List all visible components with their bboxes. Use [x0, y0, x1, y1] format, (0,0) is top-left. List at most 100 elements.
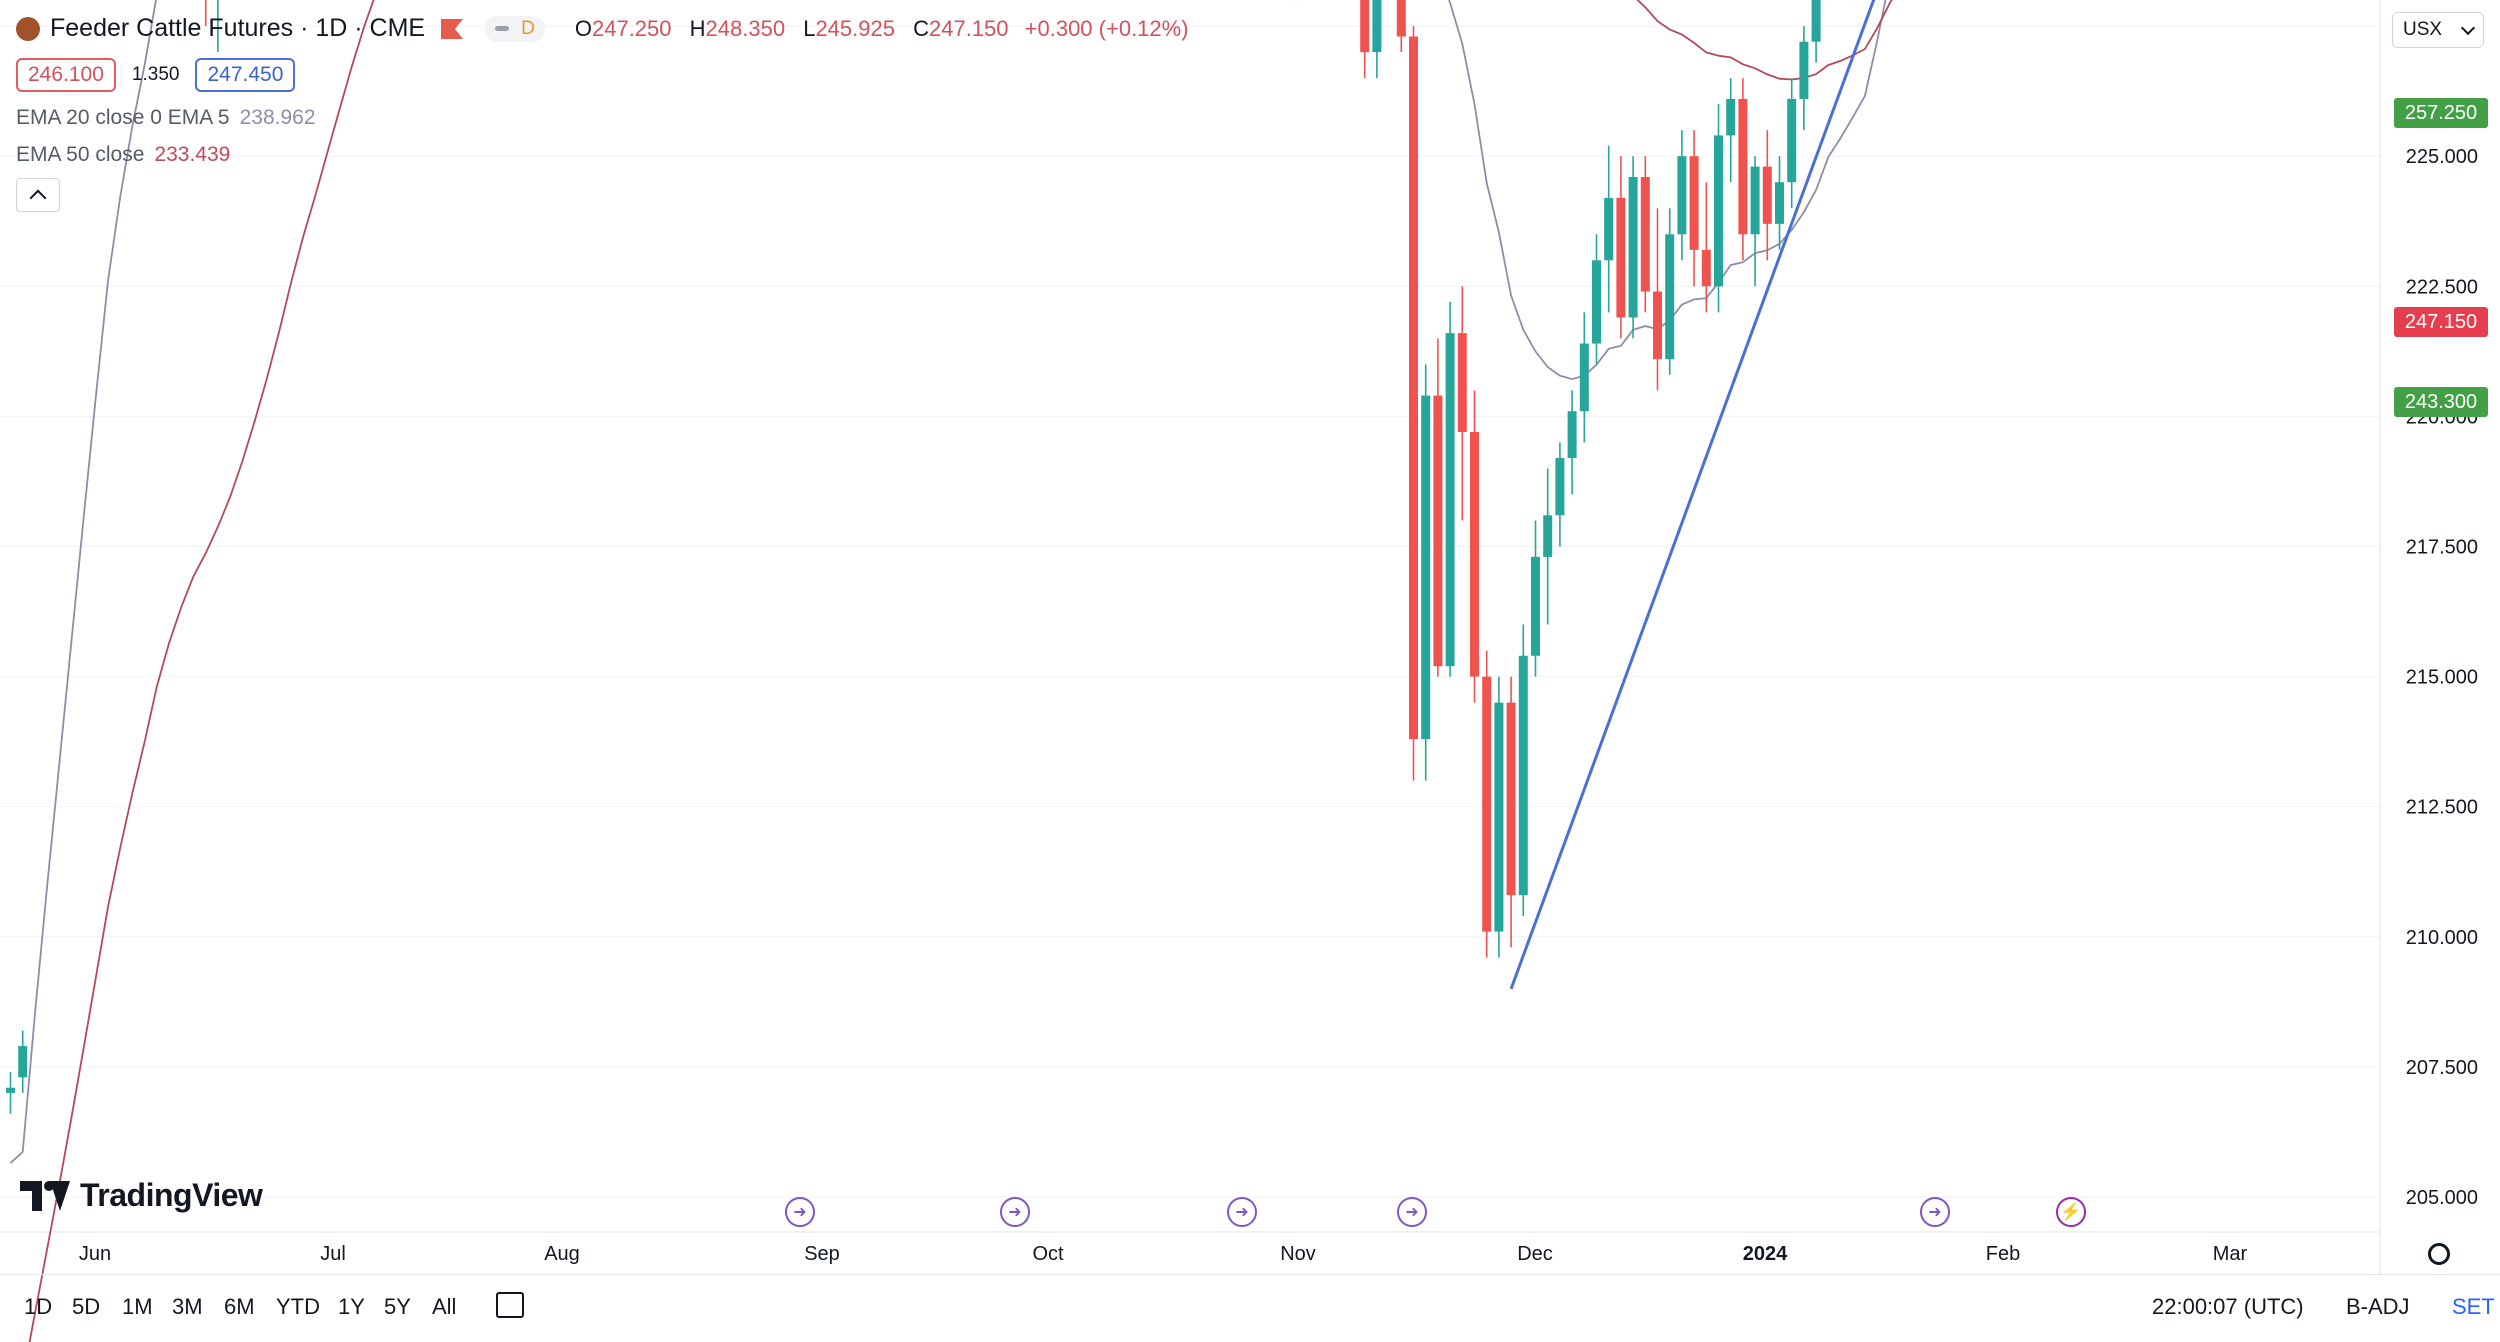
ema50-value: 233.439: [154, 143, 231, 166]
y-tick-label: 222.500: [2406, 276, 2478, 298]
interval-label: D: [521, 17, 535, 39]
x-tick-label: Nov: [1280, 1243, 1316, 1265]
x-tick-label: Oct: [1032, 1243, 1064, 1265]
event-marker-icon[interactable]: ➜: [1000, 1197, 1030, 1227]
y-tick-label: 210.000: [2406, 927, 2478, 949]
candle-body: [1726, 98, 1736, 136]
ema50-line: [28, 0, 1893, 1342]
collapse-legend-button[interactable]: [16, 178, 60, 212]
x-tick-label: Sep: [804, 1243, 840, 1265]
ema20-line: [9, 0, 1887, 1164]
ema20-value: 238.962: [239, 106, 316, 129]
currency-select[interactable]: USX: [2392, 12, 2484, 48]
y-tick-label: 205.000: [2406, 1187, 2478, 1209]
candle-body: [1701, 249, 1711, 287]
utc-clock[interactable]: 22:00:07 (UTC): [2152, 1294, 2304, 1319]
x-tick-label: 2024: [1742, 1243, 1788, 1265]
x-tick-label: Mar: [2212, 1243, 2248, 1265]
candle-body: [1543, 515, 1553, 557]
x-tick-label: Aug: [544, 1243, 580, 1265]
candle-body: [1592, 260, 1601, 344]
candle-body: [1482, 676, 1492, 932]
candle-body: [1531, 556, 1540, 656]
candle-body: [1665, 234, 1675, 360]
axis-settings-icon[interactable]: [2428, 1243, 2450, 1265]
symbol-legend: Feeder Cattle Futures · 1D · CME D O247.…: [16, 14, 1189, 43]
low-label: L: [803, 15, 816, 41]
adjustment-toggle[interactable]: B-ADJ: [2346, 1294, 2410, 1319]
bid-ask-row: 246.100 1.350 247.450: [16, 58, 296, 92]
ema50-label: EMA 50 close: [16, 143, 145, 166]
y-tick-label: 217.500: [2406, 537, 2478, 559]
timeframe-button[interactable]: 6M: [224, 1294, 255, 1319]
last-price-label: 247.150: [2394, 307, 2488, 337]
timeframe-button[interactable]: YTD: [276, 1294, 320, 1319]
candle-body: [1494, 702, 1504, 932]
candle-body: [1396, 0, 1406, 37]
candle-body: [1811, 0, 1821, 42]
currency-label: USX: [2403, 19, 2443, 40]
candle-body: [1421, 395, 1431, 740]
timeframe-button[interactable]: 3M: [172, 1294, 203, 1319]
bid-button[interactable]: 246.100: [16, 58, 116, 92]
minus-icon: [495, 26, 510, 31]
timeframe-button[interactable]: 1D: [24, 1294, 53, 1319]
ema50-legend[interactable]: EMA 50 close 233.439: [16, 143, 230, 167]
tradingview-logo[interactable]: TradingView: [20, 1177, 263, 1214]
candle-body: [1579, 343, 1589, 412]
candle-body: [1409, 36, 1418, 740]
candle-body: [1457, 333, 1467, 433]
low-value: 245.925: [815, 15, 895, 41]
tradingview-mark-icon: [20, 1180, 70, 1211]
event-marker-icon[interactable]: ➜: [785, 1197, 815, 1227]
candle-body: [18, 1046, 28, 1078]
candle-body: [1567, 411, 1577, 459]
timeframe-button[interactable]: 1M: [122, 1294, 153, 1319]
candle-body: [1738, 98, 1748, 235]
x-tick-label: Feb: [1985, 1243, 2021, 1265]
high-value: 248.350: [705, 15, 786, 41]
candle-body: [1677, 156, 1687, 235]
candle-body: [1799, 41, 1809, 99]
timeframe-button[interactable]: 1Y: [338, 1294, 365, 1319]
open-value: 247.250: [591, 15, 672, 41]
event-marker-icon[interactable]: ➜: [1920, 1197, 1950, 1227]
candle-body: [1470, 432, 1479, 677]
event-marker-icon[interactable]: ➜: [1397, 1197, 1427, 1227]
event-marker-icon[interactable]: ➜: [1227, 1197, 1257, 1227]
candle-body: [1787, 98, 1797, 183]
candle-body: [1506, 702, 1516, 896]
toolbar-divider: [0, 1274, 2500, 1275]
open-label: O: [574, 15, 592, 41]
flag-icon: [441, 18, 464, 39]
goto-date-icon[interactable]: [496, 1292, 524, 1318]
ohlc-values: O247.250 H248.350 L245.925 C247.150 +0.3…: [563, 16, 1189, 42]
candle-body: [1360, 0, 1370, 53]
y-tick-label: 225.000: [2406, 146, 2478, 168]
candle-body: [1775, 182, 1784, 224]
symbol-title[interactable]: Feeder Cattle Futures · 1D · CME: [50, 14, 426, 42]
candle-body: [1604, 197, 1614, 261]
ema20-label: EMA 20 close 0 EMA 5: [16, 106, 230, 129]
timeframe-button[interactable]: 5Y: [384, 1294, 411, 1319]
settlement-toggle[interactable]: SET: [2452, 1294, 2495, 1319]
ask-button[interactable]: 247.450: [195, 58, 296, 92]
candle-body: [1518, 655, 1528, 896]
timeframe-button[interactable]: 5D: [72, 1294, 101, 1319]
x-tick-label: Jul: [320, 1243, 346, 1265]
candle-body: [1762, 166, 1772, 224]
candle-body: [1616, 197, 1626, 318]
timeframe-button[interactable]: All: [432, 1294, 457, 1319]
candle-body: [1714, 135, 1723, 287]
close-value: 247.150: [928, 15, 1009, 41]
x-tick-label: Jun: [78, 1243, 112, 1265]
dividend-marker-icon[interactable]: ⚡: [2056, 1197, 2086, 1227]
chevron-up-icon: [29, 189, 47, 207]
candle-body: [6, 1087, 15, 1093]
candle-body: [1555, 458, 1565, 516]
interval-badge[interactable]: D: [485, 15, 545, 42]
candle-body: [1628, 177, 1638, 318]
ema20-legend[interactable]: EMA 20 close 0 EMA 5 238.962: [16, 106, 316, 130]
